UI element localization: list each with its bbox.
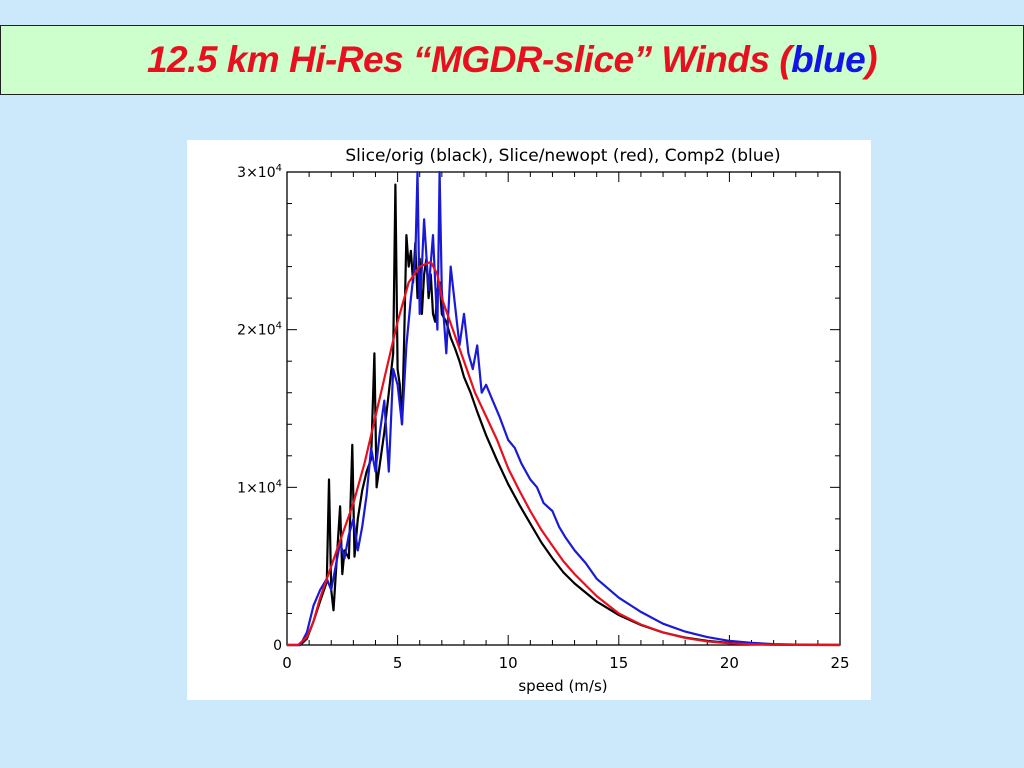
x-tick-label: 10 xyxy=(499,654,518,672)
axis-ticks: 0 5 10 15 20 25 0 1×104 2×104 3×104 xyxy=(237,163,849,672)
x-tick-label: 0 xyxy=(282,654,292,672)
slide-title-close-paren: ) xyxy=(865,39,878,80)
plot-frame xyxy=(286,171,841,646)
series-line-red xyxy=(287,260,840,647)
x-tick-label: 5 xyxy=(393,654,403,672)
slide-title: 12.5 km Hi-Res “MGDR-slice” Winds (blue) xyxy=(146,39,878,81)
x-tick-label: 25 xyxy=(830,654,849,672)
slide-title-main: 12.5 km Hi-Res “MGDR-slice” Winds xyxy=(146,39,780,80)
chart-title: Slice/orig (black), Slice/newopt (red), … xyxy=(345,146,780,166)
y-tick-label: 0 xyxy=(273,638,282,654)
y-tick-label: 1×104 xyxy=(237,478,282,496)
series-layer xyxy=(287,170,841,647)
histogram-chart: Slice/orig (black), Slice/newopt (red), … xyxy=(237,146,849,695)
slide-title-open-paren: ( xyxy=(779,39,792,80)
x-tick-label: 15 xyxy=(609,654,628,672)
y-tick-label: 3×104 xyxy=(237,163,282,181)
series-line-blue xyxy=(287,170,841,647)
slide-title-box: 12.5 km Hi-Res “MGDR-slice” Winds (blue) xyxy=(0,25,1024,95)
slide-title-blue-word: blue xyxy=(791,39,866,80)
y-tick-label: 2×104 xyxy=(237,321,282,339)
x-axis-label: speed (m/s) xyxy=(518,677,607,695)
chart-panel: Slice/orig (black), Slice/newopt (red), … xyxy=(187,140,871,700)
series-line-black xyxy=(287,183,841,647)
x-tick-label: 20 xyxy=(720,654,739,672)
